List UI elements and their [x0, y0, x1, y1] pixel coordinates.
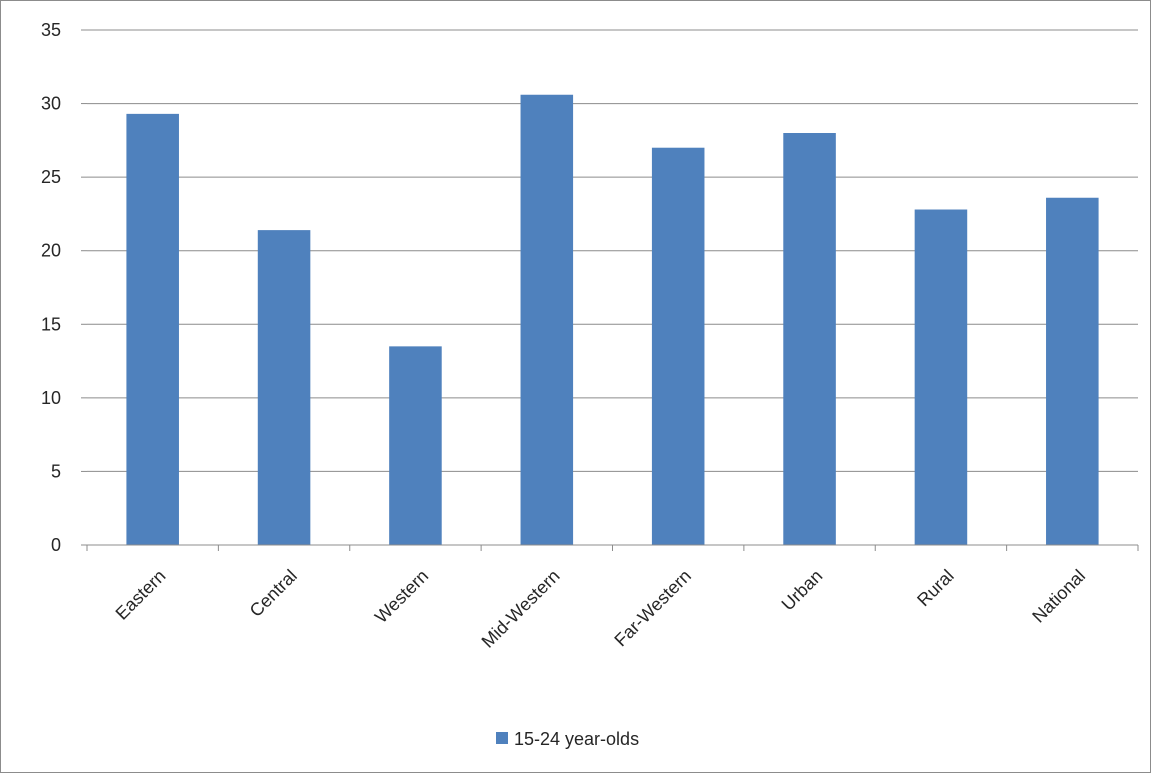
x-category-label: National [1028, 566, 1089, 627]
x-category-label: Central [246, 566, 301, 621]
bar-urban [783, 133, 836, 545]
bars [126, 94, 1099, 545]
y-tick-label: 5 [51, 461, 61, 481]
y-axis-tick-labels: 0 5 10 15 20 25 30 35 [41, 20, 61, 555]
y-tick-label: 0 [51, 535, 61, 555]
legend: 15-24 year-olds [496, 729, 639, 749]
y-tick-label: 30 [41, 94, 61, 114]
bar-mid-western [520, 94, 574, 545]
x-category-label: Mid-Western [478, 566, 564, 652]
x-axis [81, 29, 1139, 551]
bar-eastern [126, 113, 179, 545]
y-tick-label: 35 [41, 20, 61, 40]
x-category-label: Eastern [112, 566, 170, 624]
bar-central [257, 230, 311, 545]
bar-rural [914, 209, 968, 545]
bar-far-western [651, 147, 705, 545]
bar-western [389, 346, 442, 545]
y-tick-label: 25 [41, 167, 61, 187]
y-tick-label: 15 [41, 314, 61, 334]
y-tick-label: 20 [41, 241, 61, 261]
x-category-label: Western [371, 566, 432, 627]
legend-swatch [496, 732, 508, 744]
x-category-label: Urban [778, 566, 827, 615]
x-category-label: Far-Western [610, 566, 695, 651]
x-category-label: Rural [913, 566, 958, 611]
bar-national [1046, 197, 1099, 545]
gridlines [87, 29, 1138, 472]
y-tick-label: 10 [41, 388, 61, 408]
x-axis-category-labels: Eastern Central Western Mid-Western Far-West… [112, 566, 1090, 652]
legend-label: 15-24 year-olds [514, 729, 639, 749]
